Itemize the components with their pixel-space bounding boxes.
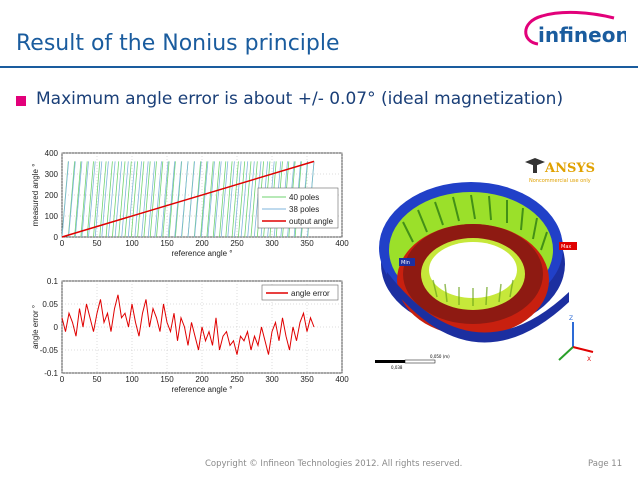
x-tick-label: 250 xyxy=(230,239,244,248)
legend-box xyxy=(261,284,339,301)
y-tick-label: 100 xyxy=(45,212,59,221)
y-tick-label: 0 xyxy=(54,233,59,242)
footer-copyright: Copyright © Infineon Technologies 2012. … xyxy=(205,459,463,469)
x-tick-label: 200 xyxy=(195,375,209,384)
page-number: Page 11 xyxy=(588,459,623,469)
scale-bottom-label: 0,038 xyxy=(391,365,403,370)
x-tick-label: 350 xyxy=(300,375,314,384)
y-tick-label: 0.05 xyxy=(42,300,58,309)
ansys-logo: ANSYS Noncommercial use only xyxy=(525,158,595,184)
legend-label: output angle xyxy=(289,217,334,226)
x-tick-label: 100 xyxy=(125,375,139,384)
axis-x-label: X xyxy=(587,356,591,363)
x-tick-label: 0 xyxy=(60,375,65,384)
bullet-text: Maximum angle error is about +/- 0.07° (… xyxy=(36,89,564,109)
y-tick-label: -0.05 xyxy=(40,346,59,355)
ansys-simulation-image: ANSYS Noncommercial use only Max Min Z X… xyxy=(373,152,595,370)
series-angle-error xyxy=(61,294,315,355)
infineon-logo: infineon xyxy=(524,10,626,47)
x-tick-label: 50 xyxy=(93,239,102,248)
x-tick-label: 350 xyxy=(300,239,314,248)
max-tag: Max xyxy=(561,244,571,250)
slide-title: Result of the Nonius principle xyxy=(16,31,340,56)
y-axis-label: angle error ° xyxy=(31,305,40,349)
legend-label: 38 poles xyxy=(289,205,319,214)
scale-top-label: 0,050 (m) xyxy=(430,354,450,359)
series-output-angle xyxy=(61,160,315,238)
y-tick-label: 200 xyxy=(45,191,59,200)
x-axis-label: reference angle ° xyxy=(171,385,232,394)
y-tick-label: 0 xyxy=(54,323,59,332)
title-rule xyxy=(0,66,638,68)
y-tick-label: 0.1 xyxy=(47,277,59,286)
x-tick-label: 0 xyxy=(60,239,65,248)
x-tick-label: 150 xyxy=(160,375,174,384)
x-tick-label: 50 xyxy=(93,375,102,384)
legend-label: 40 poles xyxy=(289,193,319,202)
ansys-license: Noncommercial use only xyxy=(529,178,591,184)
y-tick-label: 400 xyxy=(45,149,59,158)
measured-angle-chart: 0 50 100 150 200 250 300 350 400 0 100 200 300 400 ref… xyxy=(31,149,349,258)
axis-z-label: Z xyxy=(569,315,573,322)
y-tick-label: 300 xyxy=(45,170,59,179)
bullet-marker xyxy=(16,96,26,106)
x-tick-label: 300 xyxy=(265,239,279,248)
x-axis-label: reference angle ° xyxy=(171,249,232,258)
x-tick-label: 200 xyxy=(195,239,209,248)
x-tick-label: 150 xyxy=(160,239,174,248)
x-tick-label: 100 xyxy=(125,239,139,248)
x-tick-label: 400 xyxy=(335,375,349,384)
angle-error-chart: 0 50 100 150 200 250 300 350 400 -0.1 -0.05 0 0.05 0.… xyxy=(31,277,349,394)
x-tick-label: 400 xyxy=(335,239,349,248)
y-tick-label: -0.1 xyxy=(44,369,58,378)
min-tag: Min xyxy=(401,260,410,266)
svg-text:infineon: infineon xyxy=(538,23,626,47)
x-tick-label: 300 xyxy=(265,375,279,384)
ansys-brand: ANSYS xyxy=(544,161,595,176)
axis-triad: Z X xyxy=(558,315,594,363)
x-tick-label: 250 xyxy=(230,375,244,384)
y-axis-label: measured angle ° xyxy=(31,164,40,227)
legend-label: angle error xyxy=(291,289,330,298)
